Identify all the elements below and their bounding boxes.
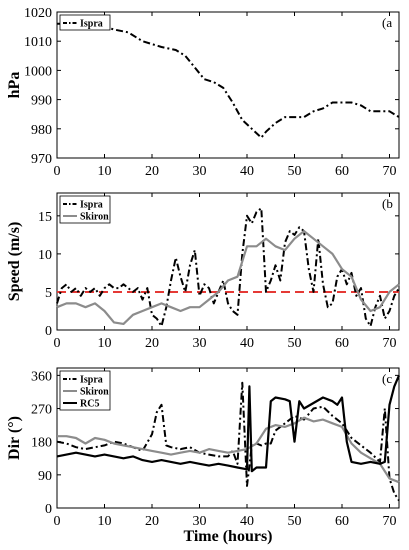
y-tick-label: 90	[38, 469, 52, 484]
x-tick-label: 70	[383, 514, 397, 529]
legend: Ispra	[59, 14, 111, 31]
x-tick-label: 0	[54, 164, 61, 179]
x-tick-label: 70	[383, 164, 397, 179]
x-tick-label: 60	[335, 514, 349, 529]
x-tick-label: 50	[288, 336, 302, 351]
series-line-skiron	[57, 416, 400, 484]
y-tick-label: 0	[45, 324, 52, 339]
plot-frame	[56, 367, 400, 509]
x-tick-label: 10	[98, 514, 112, 529]
x-tick-label: 50	[288, 164, 302, 179]
y-tick-label: 1000	[24, 64, 52, 79]
y-tick-label: 990	[31, 94, 52, 109]
x-tick-label: 0	[54, 336, 61, 351]
y-tick-label: 1010	[24, 35, 52, 50]
x-tick-label: 0	[54, 514, 61, 529]
x-tick-label: 40	[240, 164, 254, 179]
x-tick-label: 20	[145, 164, 159, 179]
series-lines	[56, 207, 400, 328]
y-tick-label: 980	[31, 123, 52, 138]
x-tick-label: 60	[335, 164, 349, 179]
series-line-skiron	[56, 230, 400, 325]
plot-frame	[56, 192, 400, 331]
x-tick-label: 10	[98, 164, 112, 179]
series-lines	[56, 374, 401, 502]
speed-panel: Speed (m/s) (b 0 10 20 30 40 50 60 70 0 5 10 15 Isp…	[6, 192, 400, 351]
legend-box	[59, 195, 111, 224]
series-line-ispra	[56, 207, 400, 328]
legend-label: Ispra	[80, 19, 103, 30]
plot-frame	[56, 11, 400, 159]
legend-label: Ispra	[80, 375, 103, 386]
x-tick-label: 20	[145, 514, 159, 529]
x-tick-label: 30	[193, 164, 207, 179]
series-line-ispra	[57, 22, 400, 139]
direction-panel: Dir (°) (c 0 10 20 30 40 50 60 70 0 90 180 270 360 I…	[6, 367, 401, 529]
legend-box	[59, 14, 111, 31]
x-tick-label: 20	[145, 336, 159, 351]
legend-label: RC5	[80, 399, 99, 410]
pressure-panel: hPa (a 0 10 20 30 40 50 60 70970980990100010101…	[6, 6, 400, 179]
panel-letter: (b	[382, 196, 393, 211]
axis-ticks: 0 10 20 30 40 50 60 70 0 90 180 270 360	[31, 368, 399, 529]
y-axis-label: Speed (m/s)	[6, 222, 23, 302]
y-tick-label: 15	[38, 210, 52, 225]
y-axis-label: Dir (°)	[6, 416, 23, 460]
panel-letter: (c	[382, 371, 392, 386]
y-tick-label: 5	[45, 286, 52, 301]
legend-label: Skiron	[80, 212, 109, 223]
y-tick-label: 970	[31, 152, 52, 167]
y-axis-label: hPa	[6, 72, 23, 99]
panel-letter: (a	[382, 15, 392, 30]
x-tick-label: 10	[98, 336, 112, 351]
series-line-ispra	[56, 381, 400, 502]
series-line-rc5	[56, 374, 401, 473]
legend-label: Skiron	[80, 387, 109, 398]
legend-label: Ispra	[80, 200, 103, 211]
y-tick-label: 360	[31, 369, 52, 384]
x-tick-label: 40	[240, 336, 254, 351]
x-tick-label: 30	[193, 514, 207, 529]
axis-ticks: 0 10 20 30 40 50 60 70 0 5 10 15	[38, 193, 399, 351]
series-lines	[57, 22, 400, 139]
x-tick-label: 50	[288, 514, 302, 529]
x-tick-label: 70	[383, 336, 397, 351]
y-tick-label: 0	[45, 502, 52, 517]
y-tick-label: 1020	[24, 6, 52, 21]
x-axis-label: Time (hours)	[183, 528, 272, 545]
y-tick-label: 10	[38, 248, 52, 263]
y-tick-label: 180	[31, 436, 52, 451]
y-tick-label: 270	[31, 403, 52, 418]
x-tick-label: 40	[240, 514, 254, 529]
x-tick-label: 30	[193, 336, 207, 351]
x-tick-label: 60	[335, 336, 349, 351]
